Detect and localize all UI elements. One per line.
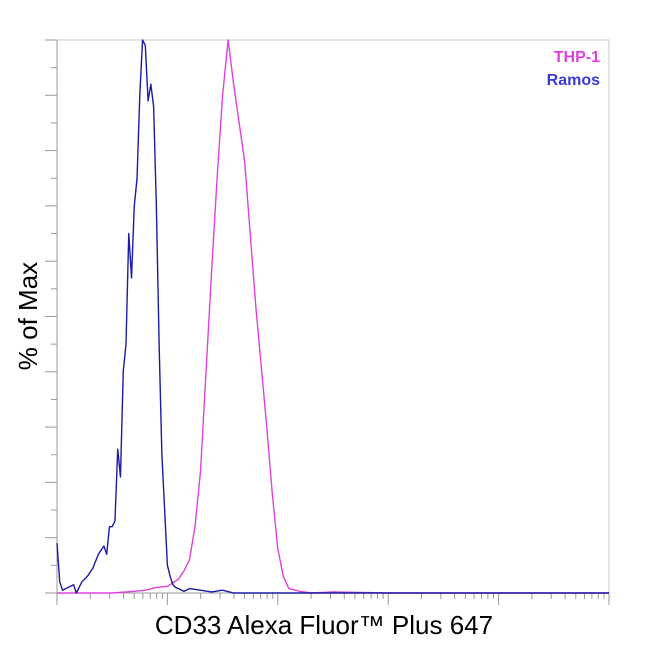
legend-entry-ramos: Ramos: [547, 72, 600, 89]
series-line-ramos: [56, 39, 609, 594]
x-axis-label: CD33 Alexa Fluor™ Plus 647: [155, 610, 493, 640]
axes: [45, 39, 610, 594]
y-axis-label: % of Max: [13, 262, 43, 370]
plot-frame: [56, 39, 610, 594]
axis-ticks: [45, 39, 610, 605]
series-line-thp-1: [57, 39, 609, 594]
plot-area: [56, 39, 609, 594]
legend-entry-thp-1: THP-1: [554, 49, 600, 66]
